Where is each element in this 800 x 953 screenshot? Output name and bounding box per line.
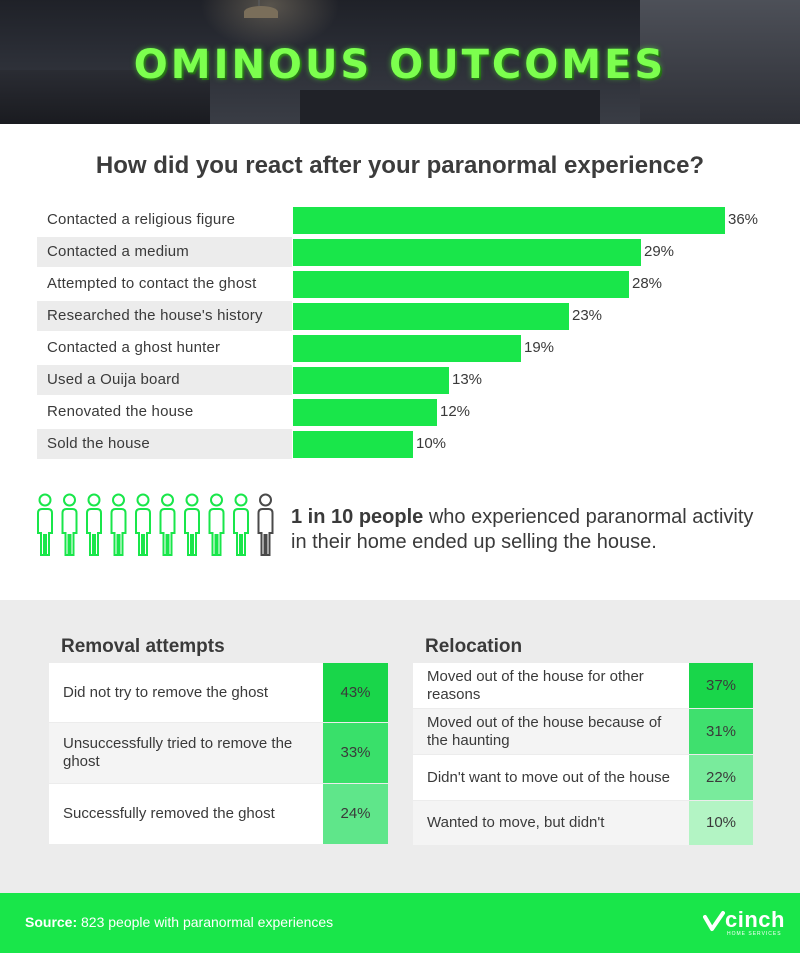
table-row: Moved out of the house for other reasons… (413, 663, 753, 708)
bar-value-label: 23% (572, 307, 603, 324)
bar-category-label: Used a Ouija board (47, 371, 180, 388)
relocation-title: Relocation (425, 636, 523, 657)
table-row-value: 43% (323, 663, 388, 722)
callout-highlight: 1 in 10 people (291, 506, 424, 528)
header-banner: OMINOUS OUTCOMES (0, 0, 800, 124)
table-row-label: Successfully removed the ghost (63, 805, 275, 822)
bar-row: Contacted a ghost hunter 19% (37, 333, 777, 363)
person-icon (61, 493, 78, 556)
person-highlighted-icon (257, 493, 274, 556)
bar-category-label: Contacted a ghost hunter (47, 339, 221, 356)
bar-row: Used a Ouija board 13% (37, 365, 777, 395)
bar-label-background (37, 365, 292, 395)
source-label: Source: (25, 914, 78, 930)
cinch-logo: cinch HOME SERVICES (703, 907, 785, 939)
removal-table: Did not try to remove the ghost 43% Unsucc… (49, 663, 388, 844)
bar-row: Contacted a medium 29% (37, 237, 777, 267)
bar-category-label: Contacted a medium (47, 243, 190, 260)
table-row-label: Didn't want to move out of the house (427, 769, 671, 786)
person-icon (184, 493, 200, 556)
table-row: Wanted to move, but didn't 10% (413, 801, 753, 845)
source-body: 823 people with paranormal experiences (77, 914, 334, 930)
logo-subtext: HOME SERVICES (727, 931, 782, 937)
callout-body: who experienced paranormal activity in t… (291, 506, 754, 553)
bar-row: Contacted a religious figure 36% (37, 205, 777, 235)
person-icon (208, 493, 225, 556)
table-row-label: Unsuccessfully tried to remove the ghost (63, 735, 293, 770)
bar-category-label: Attempted to contact the ghost (47, 275, 257, 292)
person-icon (86, 493, 102, 556)
lamp-icon (244, 6, 278, 18)
table-row-label: Moved out of the house for other reasons (427, 668, 644, 703)
table-row-value: 37% (689, 663, 753, 708)
bar-category-label: Sold the house (47, 435, 150, 452)
check-icon (703, 911, 725, 931)
bar-label-background (37, 237, 292, 267)
table-row: Didn't want to move out of the house 22% (413, 755, 753, 800)
bar-category-label: Researched the house's history (47, 307, 263, 324)
bar (293, 399, 437, 426)
logo-text: cinch (725, 907, 785, 932)
person-icon (135, 493, 151, 556)
person-icon (110, 493, 127, 556)
table-row-value: 33% (323, 723, 388, 783)
banner-title: OMINOUS OUTCOMES (133, 42, 667, 88)
bar-value-label: 19% (524, 339, 555, 356)
reaction-bar-chart: Contacted a religious figure 36% Contacted… (37, 205, 777, 461)
bar (293, 335, 521, 362)
bar (293, 367, 449, 394)
footer: Source: 823 people with paranormal exper… (0, 893, 800, 953)
bar (293, 303, 569, 330)
chart-title: How did you react after your paranormal … (95, 152, 705, 179)
person-icon (159, 493, 176, 556)
table-row-label: Did not try to remove the ghost (63, 684, 269, 701)
window-background (640, 0, 800, 124)
people-icons (37, 493, 274, 556)
bar-value-label: 29% (644, 243, 675, 260)
bar-value-label: 28% (632, 275, 663, 292)
bar-value-label: 10% (416, 435, 447, 452)
bar-value-label: 36% (728, 211, 759, 228)
kitchen-shelf (0, 70, 210, 124)
bar (293, 431, 413, 458)
bar-row: Sold the house 10% (37, 429, 777, 459)
table-row: Did not try to remove the ghost 43% (49, 663, 388, 722)
bar-value-label: 13% (452, 371, 483, 388)
person-icon (233, 493, 249, 556)
bar-value-label: 12% (440, 403, 471, 420)
table-row-value: 24% (323, 784, 388, 844)
bar-label-background (37, 429, 292, 459)
table-row-label: Moved out of the house because of the ha… (427, 714, 662, 749)
bar-category-label: Renovated the house (47, 403, 194, 420)
source-text: Source: 823 people with paranormal exper… (25, 914, 333, 930)
removal-title: Removal attempts (61, 636, 225, 657)
bar-label-background (37, 301, 292, 331)
kitchen-cabinet (300, 90, 600, 124)
bar-row: Attempted to contact the ghost 28% (37, 269, 777, 299)
bar-row: Renovated the house 12% (37, 397, 777, 427)
lamp-cord (258, 0, 260, 8)
table-row-label: Wanted to move, but didn't (427, 814, 605, 831)
bar (293, 271, 629, 298)
table-row: Unsuccessfully tried to remove the ghost… (49, 723, 388, 783)
table-row-value: 22% (689, 755, 753, 800)
relocation-table: Moved out of the house for other reasons… (413, 663, 753, 845)
bar-category-label: Contacted a religious figure (47, 211, 236, 228)
callout-text: 1 in 10 people who experienced paranorma… (291, 505, 771, 555)
table-row-value: 31% (689, 709, 753, 754)
tables-panel: Removal attempts Did not try to remove t… (0, 600, 800, 893)
table-row-value: 10% (689, 801, 753, 845)
table-row: Successfully removed the ghost 24% (49, 784, 388, 844)
bar-row: Researched the house's history 23% (37, 301, 777, 331)
person-icon (37, 493, 53, 556)
table-row: Moved out of the house because of the ha… (413, 709, 753, 754)
bar (293, 239, 641, 266)
bar (293, 207, 725, 234)
